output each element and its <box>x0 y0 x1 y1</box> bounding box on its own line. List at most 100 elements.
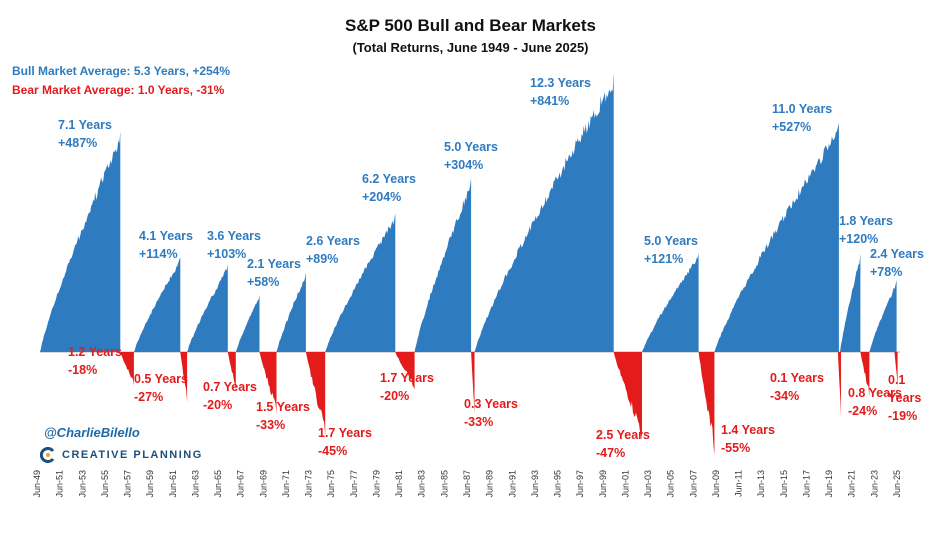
x-tick-label: Jun-57 <box>123 470 133 498</box>
x-tick-label: Jun-89 <box>485 470 495 498</box>
bear-label: 1.7 Years -20% <box>380 371 434 403</box>
bull-market-area <box>840 253 861 352</box>
chart-title: S&P 500 Bull and Bear Markets <box>344 16 596 35</box>
bull-market-area <box>414 178 472 352</box>
bear-return-label: -55% <box>721 441 750 455</box>
bull-return-label: +841% <box>530 94 569 108</box>
bear-label: 0.3 Years -33% <box>464 397 518 429</box>
x-tick-label: Jun-77 <box>349 470 359 498</box>
bull-duration-label: 11.0 Years <box>772 102 832 116</box>
x-tick-label: Jun-75 <box>326 470 336 498</box>
bull-return-label: +304% <box>444 158 483 172</box>
bull-label: 2.1 Years +58% <box>247 257 301 289</box>
x-tick-label: Jun-63 <box>190 470 200 498</box>
x-tick-label: Jun-69 <box>258 470 268 498</box>
x-tick-label: Jun-95 <box>553 470 563 498</box>
x-tick-label: Jun-65 <box>213 470 223 498</box>
bull-duration-label: 5.0 Years <box>444 140 498 154</box>
bear-market-area <box>395 352 415 390</box>
bull-label: 4.1 Years +114% <box>139 229 193 261</box>
bear-return-label: -33% <box>464 415 493 429</box>
x-tick-label: Jun-17 <box>802 470 812 498</box>
bear-return-label: -33% <box>256 418 285 432</box>
bear-label: 0.7 Years -20% <box>203 380 257 412</box>
x-tick-label: Jun-97 <box>575 470 585 498</box>
bear-label: 1.2 Years -18% <box>68 345 122 377</box>
x-tick-label: Jun-23 <box>869 470 879 498</box>
x-tick-label: Jun-09 <box>711 470 721 498</box>
bear-return-label: -47% <box>596 446 625 460</box>
bear-duration-label: 1.5 Years <box>256 400 310 414</box>
bull-market-area <box>642 253 699 352</box>
bear-market-area <box>837 352 841 416</box>
bear-market-area <box>471 352 475 414</box>
bear-label: 1.7 Years -45% <box>318 426 372 458</box>
x-tick-label: Jun-99 <box>598 470 608 498</box>
bull-label: 1.8 Years +120% <box>839 214 893 246</box>
bear-market-area <box>860 352 870 397</box>
bull-label: 7.1 Years +487% <box>58 118 112 150</box>
bull-market-area <box>474 72 614 352</box>
bear-market-area <box>259 352 277 414</box>
bull-market-area <box>869 280 897 352</box>
x-tick-label: Jun-05 <box>666 470 676 498</box>
bull-duration-label: 2.1 Years <box>247 257 301 271</box>
bear-duration-label: 1.7 Years <box>380 371 434 385</box>
bear-market-area <box>305 352 326 437</box>
x-tick-label: Jun-91 <box>507 470 517 498</box>
bear-return-label: -27% <box>134 390 163 404</box>
brand-name: CREATIVE PLANNING <box>62 449 203 461</box>
bear-label: 0.1 Years -34% <box>770 371 824 403</box>
bull-average-label: Bull Market Average: 5.3 Years, +254% <box>12 64 231 78</box>
bear-market-area <box>227 352 236 390</box>
bear-market-area <box>894 352 898 388</box>
x-tick-label: Jun-67 <box>236 470 246 498</box>
x-tick-label: Jun-11 <box>734 470 744 497</box>
bull-label: 5.0 Years +304% <box>444 140 498 172</box>
bear-duration-label: 0.1 Years <box>770 371 824 385</box>
bull-duration-label: 4.1 Years <box>139 229 193 243</box>
bull-market-area <box>325 213 396 352</box>
x-tick-label: Jun-53 <box>77 470 87 498</box>
bull-label: 2.4 Years +78% <box>870 247 924 279</box>
bull-market-area <box>40 131 121 352</box>
x-tick-label: Jun-51 <box>55 470 65 498</box>
x-tick-label: Jun-79 <box>372 470 382 498</box>
x-tick-label: Jun-71 <box>281 470 291 498</box>
bear-market-area <box>120 352 134 386</box>
bear-label: 1.4 Years -55% <box>721 423 775 455</box>
bear-duration-label: 0.7 Years <box>203 380 257 394</box>
bear-market-area <box>180 352 188 403</box>
bull-return-label: +58% <box>247 275 279 289</box>
bear-duration-label: 1.2 Years <box>68 345 122 359</box>
bull-duration-label: 3.6 Years <box>207 229 261 243</box>
bear-market-area <box>613 352 642 440</box>
bear-return-label: -20% <box>380 389 409 403</box>
x-tick-label: Jun-85 <box>439 470 449 498</box>
bear-label: 0.1 Years -19% <box>888 373 921 423</box>
brand-lockup: CREATIVE PLANNING <box>40 447 203 463</box>
bull-label: 6.2 Years +204% <box>362 172 416 204</box>
bull-return-label: +487% <box>58 136 97 150</box>
x-tick-label: Jun-01 <box>620 470 630 498</box>
x-tick-label: Jun-25 <box>892 470 902 498</box>
bear-duration-label: 2.5 Years <box>596 428 650 442</box>
x-tick-label: Jun-61 <box>168 470 178 498</box>
x-tick-label: Jun-93 <box>530 470 540 498</box>
x-tick-label: Jun-83 <box>417 470 427 498</box>
bull-duration-label: 6.2 Years <box>362 172 416 186</box>
x-tick-label: Jun-19 <box>824 470 834 498</box>
bull-return-label: +204% <box>362 190 401 204</box>
bear-market-area <box>698 352 715 455</box>
bull-market-area <box>276 272 306 352</box>
bear-duration-label: 0.5 Years <box>134 372 188 386</box>
x-tick-label: Jun-15 <box>779 470 789 498</box>
bull-duration-label: 12.3 Years <box>530 76 591 90</box>
x-tick-label: Jun-49 <box>32 470 42 498</box>
bull-duration-label: 2.6 Years <box>306 234 360 248</box>
creative-planning-logo-icon <box>40 447 55 463</box>
bear-return-label: -24% <box>848 404 877 418</box>
bull-duration-label: 1.8 Years <box>839 214 893 228</box>
bull-market-area <box>133 257 181 352</box>
